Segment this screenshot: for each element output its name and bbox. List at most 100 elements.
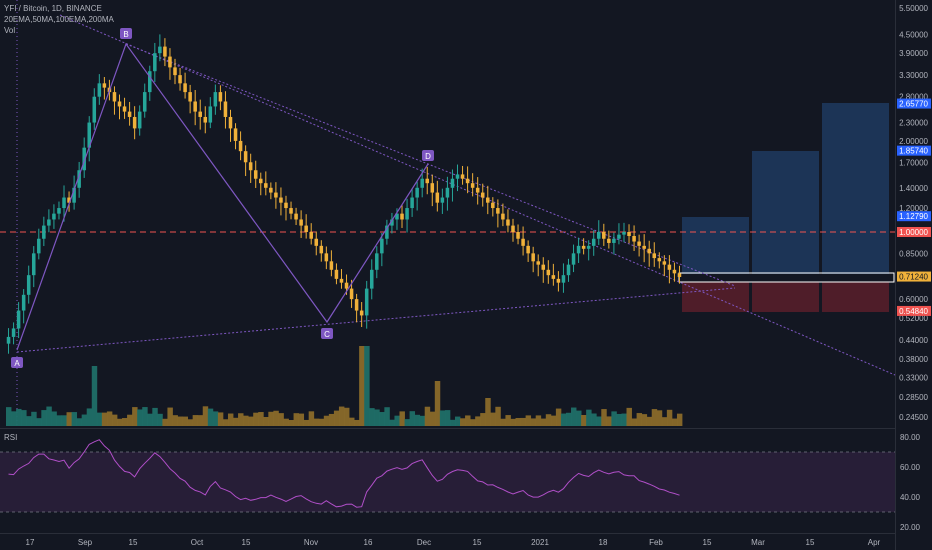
price-badge-label: 1.12790 xyxy=(899,212,928,221)
volume-bar xyxy=(283,418,289,426)
candle-body xyxy=(460,174,465,179)
volume-bar xyxy=(152,407,158,426)
volume-bar xyxy=(439,410,446,426)
candle-body xyxy=(354,299,359,311)
candle-body xyxy=(77,170,81,188)
volume-bar xyxy=(263,416,269,426)
price-tick-label: 0.38000 xyxy=(899,355,928,364)
rsi-title[interactable]: RSI xyxy=(4,433,18,442)
volume-bar xyxy=(500,418,506,426)
time-tick-label: 15 xyxy=(806,538,815,547)
price-badges: 2.65770 1.85740 1.12790 1.00000 0.71240 0.548… xyxy=(897,98,931,316)
pattern-point-c[interactable]: C xyxy=(321,328,333,339)
candle-body xyxy=(274,192,278,198)
rsi-axis[interactable]: 80.00 60.00 40.00 20.00 xyxy=(900,433,921,532)
candle-body xyxy=(380,238,384,254)
candle-body xyxy=(334,269,339,279)
vol-label[interactable]: Vol xyxy=(4,26,16,35)
stop-zone-3 xyxy=(822,282,889,312)
candle-body xyxy=(208,106,213,123)
candle-body xyxy=(42,225,46,239)
time-axis[interactable]: 17 Sep 15 Oct 15 Nov 16 Dec 15 2021 18 Feb 15 Mar 15 Ap… xyxy=(26,538,881,547)
volume-bar xyxy=(510,418,516,426)
candle-body xyxy=(117,101,122,107)
volume-bar xyxy=(6,407,12,426)
candle-body xyxy=(319,245,324,254)
volume-bar xyxy=(167,407,173,426)
candle-body xyxy=(299,219,303,226)
volume-bar xyxy=(555,408,562,426)
candle-body xyxy=(506,219,510,226)
price-tick-label: 3.90000 xyxy=(899,49,928,58)
candle-body xyxy=(465,178,470,184)
candle-body xyxy=(228,116,233,129)
volume-bar xyxy=(550,415,557,426)
candle-body xyxy=(238,140,243,152)
volume-bar xyxy=(41,410,47,426)
candle-body xyxy=(571,253,576,265)
candle-body xyxy=(521,238,525,246)
price-axis[interactable]: 5.50000 4.50000 3.90000 3.30000 2.80000 2.300… xyxy=(899,4,928,422)
abcd-pattern-line[interactable] xyxy=(16,42,429,351)
volume-bar xyxy=(394,415,400,426)
pattern-point-d[interactable]: D xyxy=(422,150,434,161)
candle-body xyxy=(657,258,662,262)
candle-body xyxy=(16,310,21,329)
candle-body xyxy=(173,67,177,76)
candle-body xyxy=(72,187,76,203)
candle-body xyxy=(269,187,273,193)
upper-trendline-2[interactable] xyxy=(125,43,736,287)
pattern-point-a[interactable]: A xyxy=(11,357,23,368)
volume-bar xyxy=(288,419,294,426)
candle-body xyxy=(632,236,636,242)
candle-body xyxy=(526,245,530,254)
volume-bar xyxy=(81,414,88,426)
price-tick-label: 2.00000 xyxy=(899,137,928,146)
candle-body xyxy=(425,178,430,184)
candle-body xyxy=(486,197,490,203)
trend-lines[interactable] xyxy=(16,0,896,428)
time-tick-label: 18 xyxy=(599,538,608,547)
volume-bar xyxy=(106,411,113,426)
symbol-line[interactable]: YFI / Bitcoin, 1D, BINANCE xyxy=(4,4,102,13)
candle-body xyxy=(400,213,404,220)
volume-bar xyxy=(470,419,476,426)
candle-body xyxy=(607,238,611,243)
volume-bar xyxy=(222,419,229,426)
volume-bar xyxy=(429,411,436,426)
volume-bar xyxy=(409,411,416,426)
volume-bar xyxy=(318,418,325,426)
candle-body xyxy=(667,264,672,270)
volume-bar xyxy=(71,412,78,426)
candle-body xyxy=(102,83,107,88)
candle-body xyxy=(233,128,238,141)
volume-bar xyxy=(122,418,128,426)
pattern-label-a: A xyxy=(14,359,20,368)
candle-body xyxy=(26,275,31,295)
candle-body xyxy=(37,238,41,254)
volume-bar xyxy=(641,414,648,426)
candle-body xyxy=(586,245,591,249)
candle-body xyxy=(612,238,616,243)
candle-body xyxy=(622,232,626,235)
candle-body xyxy=(264,183,268,188)
volume-bar xyxy=(374,409,380,426)
candle-body xyxy=(359,310,364,316)
time-tick-label: Feb xyxy=(649,538,663,547)
volume-bar xyxy=(248,416,254,426)
upper-trendline[interactable] xyxy=(59,14,896,376)
volume-bar xyxy=(565,412,572,426)
candle-body xyxy=(445,187,450,198)
volume-bar xyxy=(278,413,284,426)
volume-bar xyxy=(379,412,385,426)
ma-line[interactable]: 20EMA,50MA,100EMA,200MA xyxy=(4,15,114,24)
candle-body xyxy=(652,253,657,259)
pattern-point-b[interactable]: B xyxy=(120,28,132,39)
candle-body xyxy=(218,92,223,102)
lower-trendline[interactable] xyxy=(16,287,736,353)
volume-bar xyxy=(344,407,350,426)
target-zone-1 xyxy=(682,217,749,274)
candle-body xyxy=(168,56,172,68)
candle-body xyxy=(435,192,440,203)
